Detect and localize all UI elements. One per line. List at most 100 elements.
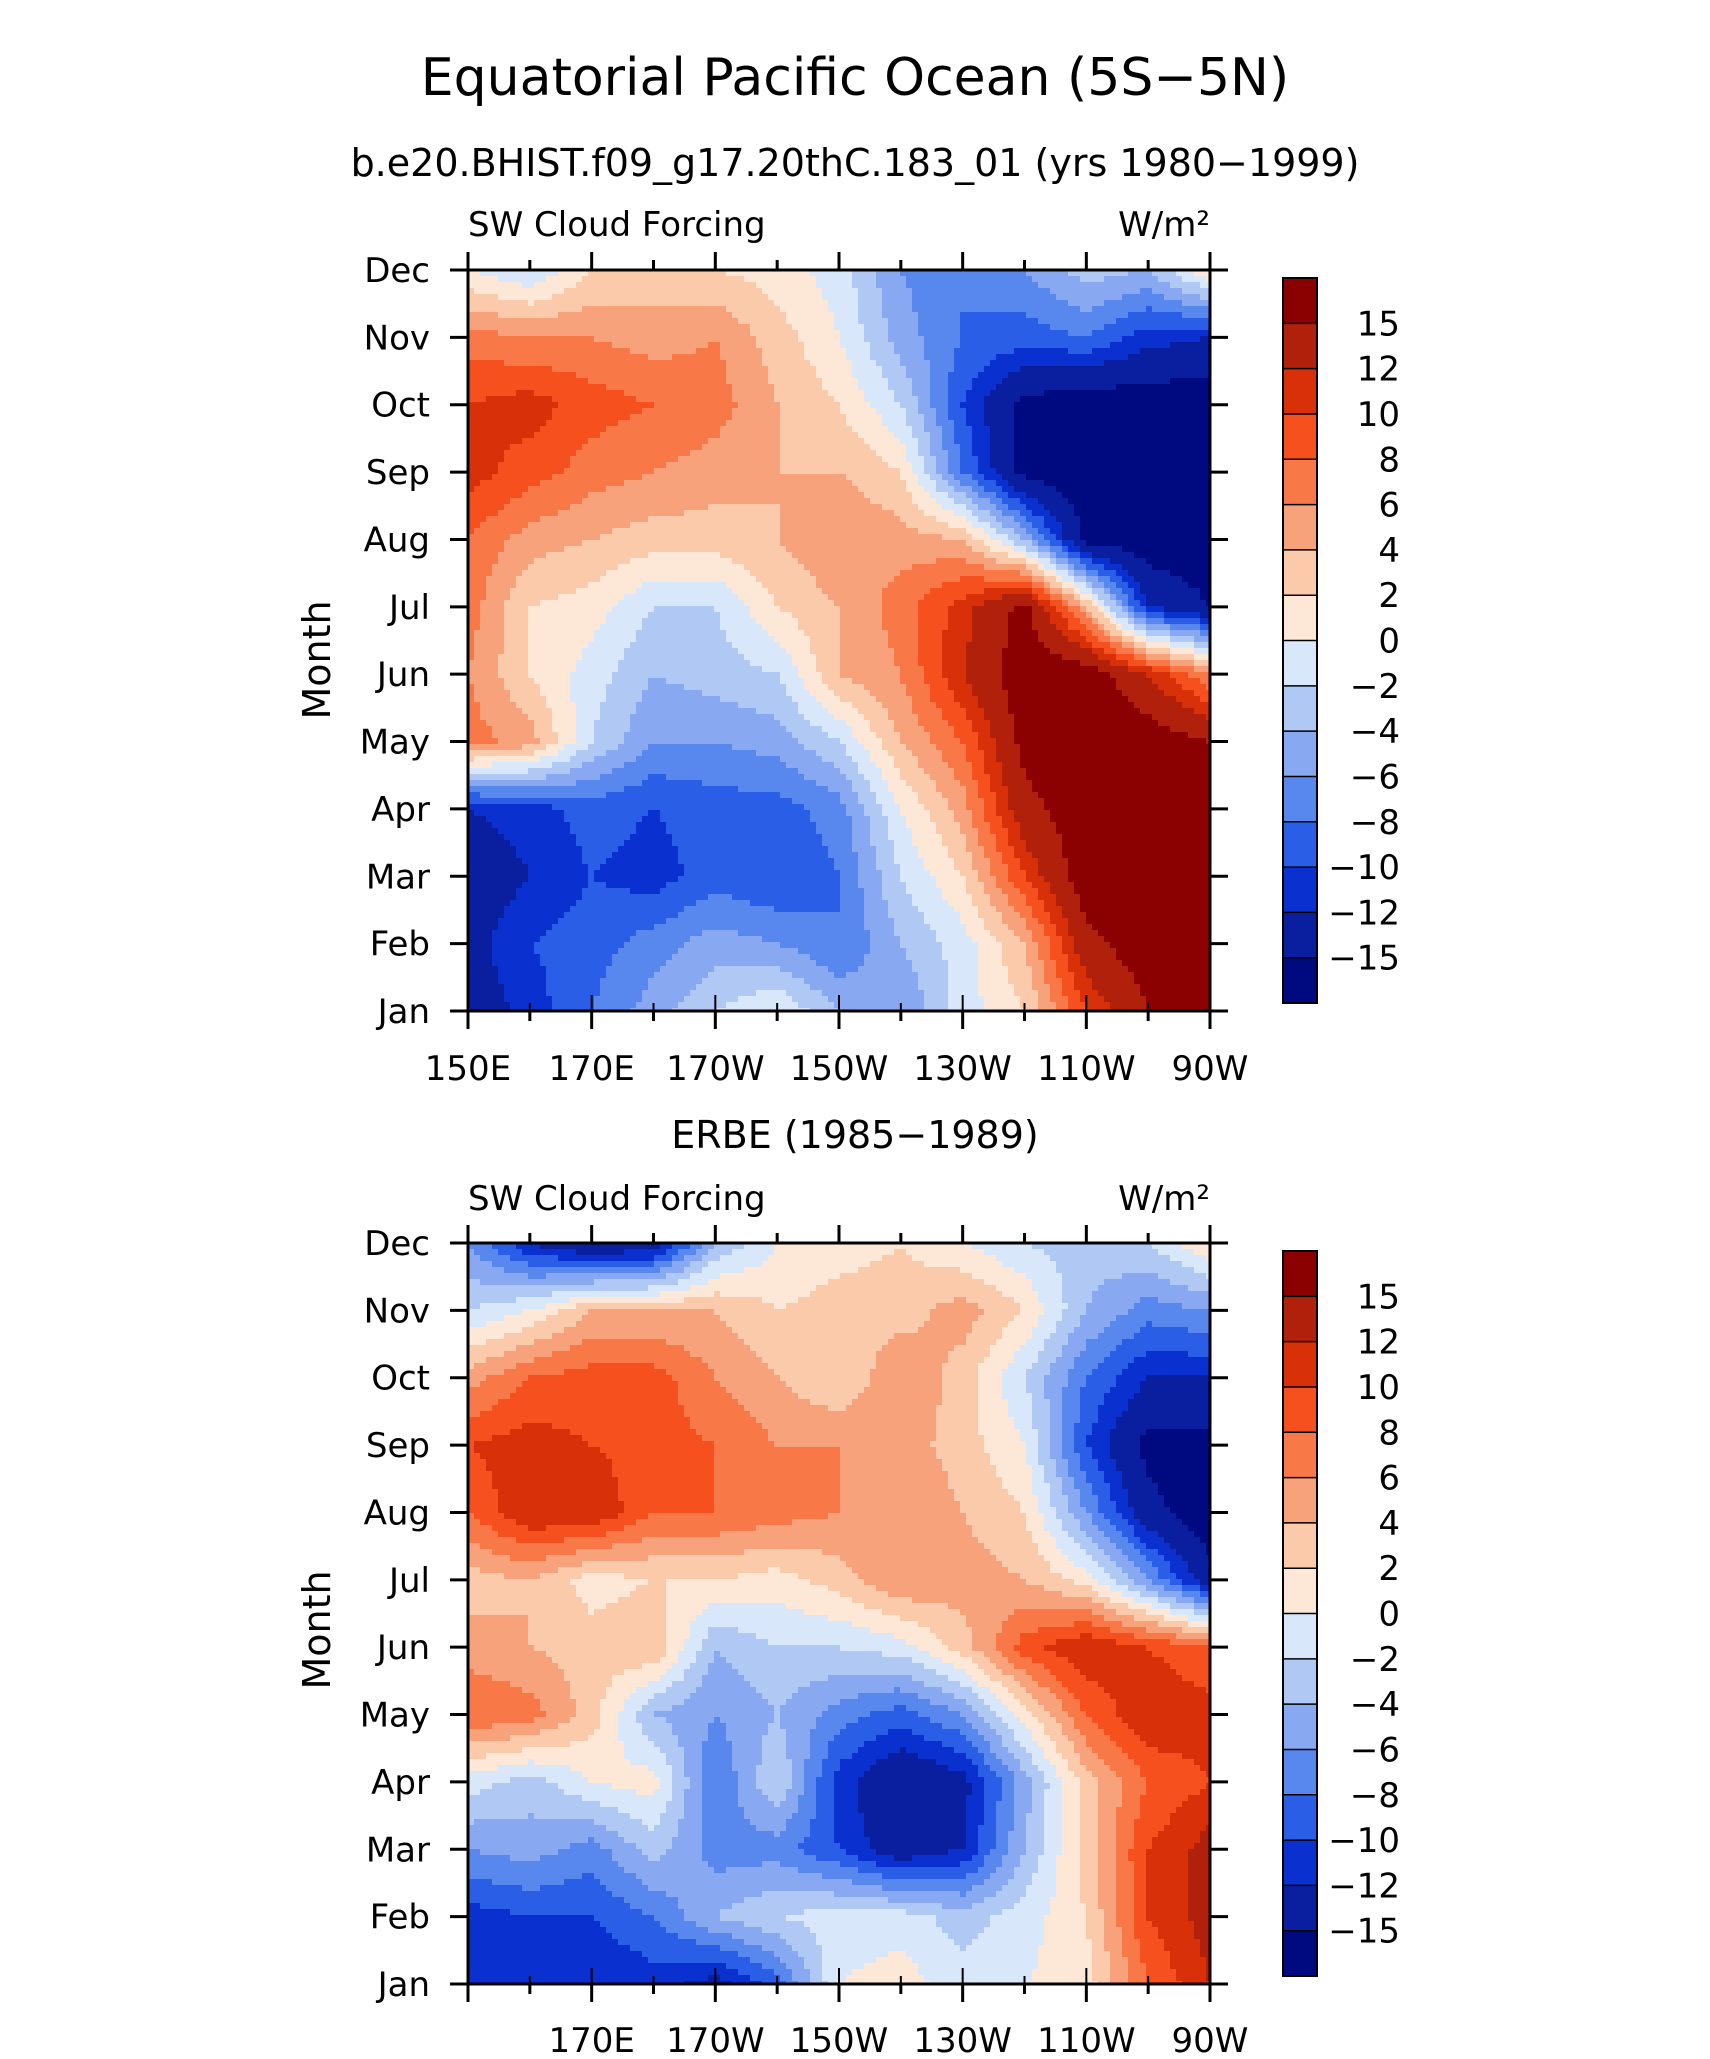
contour-cell (774, 312, 781, 319)
contour-cell (1014, 432, 1021, 439)
contour-cell (618, 282, 625, 289)
contour-cell (1092, 432, 1099, 439)
contour-cell (726, 474, 733, 481)
contour-cell (534, 450, 541, 457)
contour-cell (636, 468, 643, 475)
contour-cell (1098, 444, 1105, 451)
contour-cell (786, 312, 793, 319)
contour-cell (498, 366, 505, 373)
contour-cell (846, 504, 853, 511)
contour-cell (1074, 420, 1081, 427)
contour-cell (864, 384, 871, 391)
contour-cell (564, 450, 571, 457)
contour-cell (786, 348, 793, 355)
contour-cell (1188, 456, 1195, 463)
contour-cell (1002, 312, 1009, 319)
contour-cell (486, 450, 493, 457)
contour-cell (1026, 378, 1033, 385)
contour-cell (732, 498, 739, 505)
contour-cell (1098, 360, 1105, 367)
contour-cell (798, 426, 805, 433)
contour-cell (1188, 354, 1195, 361)
contour-cell (696, 342, 703, 349)
contour-cell (660, 492, 667, 499)
contour-cell (1086, 390, 1093, 397)
contour-cell (624, 510, 631, 517)
contour-cell (768, 456, 775, 463)
contour-cell (1152, 330, 1159, 337)
contour-cell (690, 504, 697, 511)
contour-cell (510, 330, 517, 337)
contour-cell (930, 396, 937, 403)
contour-cell (858, 492, 865, 499)
contour-cell (720, 294, 727, 301)
contour-cell (1128, 426, 1135, 433)
contour-cell (954, 378, 961, 385)
contour-cell (480, 492, 487, 499)
contour-cell (1068, 342, 1075, 349)
contour-cell (654, 324, 661, 331)
contour-cell (798, 384, 805, 391)
contour-cell (660, 480, 667, 487)
contour-cell (636, 324, 643, 331)
contour-cell (660, 456, 667, 463)
contour-cell (648, 420, 655, 427)
contour-cell (1128, 402, 1135, 409)
contour-cell (606, 408, 613, 415)
contour-cell (546, 288, 553, 295)
contour-cell (756, 294, 763, 301)
contour-cell (906, 324, 913, 331)
contour-cell (738, 426, 745, 433)
contour-cell (528, 336, 535, 343)
contour-cell (648, 354, 655, 361)
contour-cell (1020, 372, 1027, 379)
contour-cell (1050, 282, 1057, 289)
contour-cell (756, 306, 763, 313)
contour-cell (528, 366, 535, 373)
contour-cell (558, 504, 565, 511)
contour-cell (1086, 444, 1093, 451)
contour-cell (1032, 456, 1039, 463)
contour-cell (852, 426, 859, 433)
contour-cell (834, 372, 841, 379)
contour-cell (1104, 498, 1111, 505)
contour-cell (738, 504, 745, 511)
contour-cell (846, 438, 853, 445)
contour-cell (798, 462, 805, 469)
contour-cell (1008, 354, 1015, 361)
contour-cell (1092, 414, 1099, 421)
contour-cell (858, 360, 865, 367)
contour-cell (1104, 402, 1111, 409)
contour-cell (882, 414, 889, 421)
contour-cell (930, 282, 937, 289)
contour-cell (810, 336, 817, 343)
contour-cell (546, 396, 553, 403)
contour-cell (768, 486, 775, 493)
contour-cell (552, 414, 559, 421)
contour-cell (600, 450, 607, 457)
contour-cell (1152, 426, 1159, 433)
contour-cell (1080, 390, 1087, 397)
contour-cell (552, 438, 559, 445)
contour-cell (1194, 414, 1201, 421)
contour-cell (492, 432, 499, 439)
contour-cell (612, 402, 619, 409)
contour-cell (924, 444, 931, 451)
contour-cell (600, 456, 607, 463)
contour-cell (540, 402, 547, 409)
contour-cell (834, 360, 841, 367)
contour-cell (744, 426, 751, 433)
contour-cell (474, 420, 481, 427)
contour-cell (666, 288, 673, 295)
contour-cell (834, 486, 841, 493)
contour-cell (774, 324, 781, 331)
contour-cell (504, 294, 511, 301)
contour-cell (642, 504, 649, 511)
contour-cell (828, 366, 835, 373)
contour-cell (882, 438, 889, 445)
contour-cell (486, 486, 493, 493)
contour-cell (1050, 480, 1057, 487)
contour-cell (1038, 420, 1045, 427)
contour-cell (564, 342, 571, 349)
